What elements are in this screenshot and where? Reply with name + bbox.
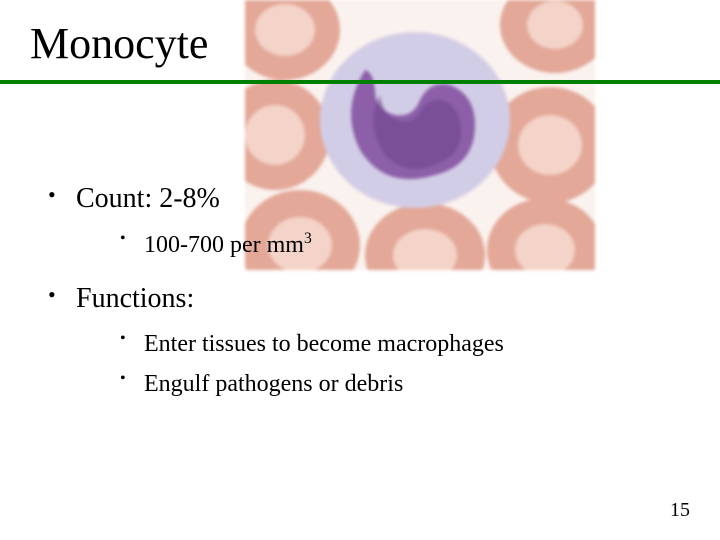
- slide-number: 15: [670, 499, 690, 522]
- bullet-func-1: Enter tissues to become macrophages: [116, 328, 680, 362]
- bullet-count-sub-sup: 3: [304, 230, 312, 247]
- bullet-count: Count: 2-8% 100-700 per mm3: [40, 180, 680, 262]
- slide: Monocyte Count: 2-8% 100-700 per mm3 Fun…: [0, 0, 720, 540]
- bullet-count-label: Count: 2-8%: [76, 183, 220, 214]
- bullet-func-2: Engulf pathogens or debris: [116, 368, 680, 402]
- bullet-functions: Functions: Enter tissues to become macro…: [40, 280, 680, 401]
- bullet-count-sub: 100-700 per mm3: [116, 228, 680, 263]
- bullet-count-sub-text: 100-700 per mm: [144, 232, 304, 258]
- bullet-functions-label: Functions:: [76, 283, 194, 314]
- title-underline: [0, 80, 720, 84]
- slide-body: Count: 2-8% 100-700 per mm3 Functions: E…: [40, 180, 680, 419]
- slide-title: Monocyte: [30, 18, 208, 69]
